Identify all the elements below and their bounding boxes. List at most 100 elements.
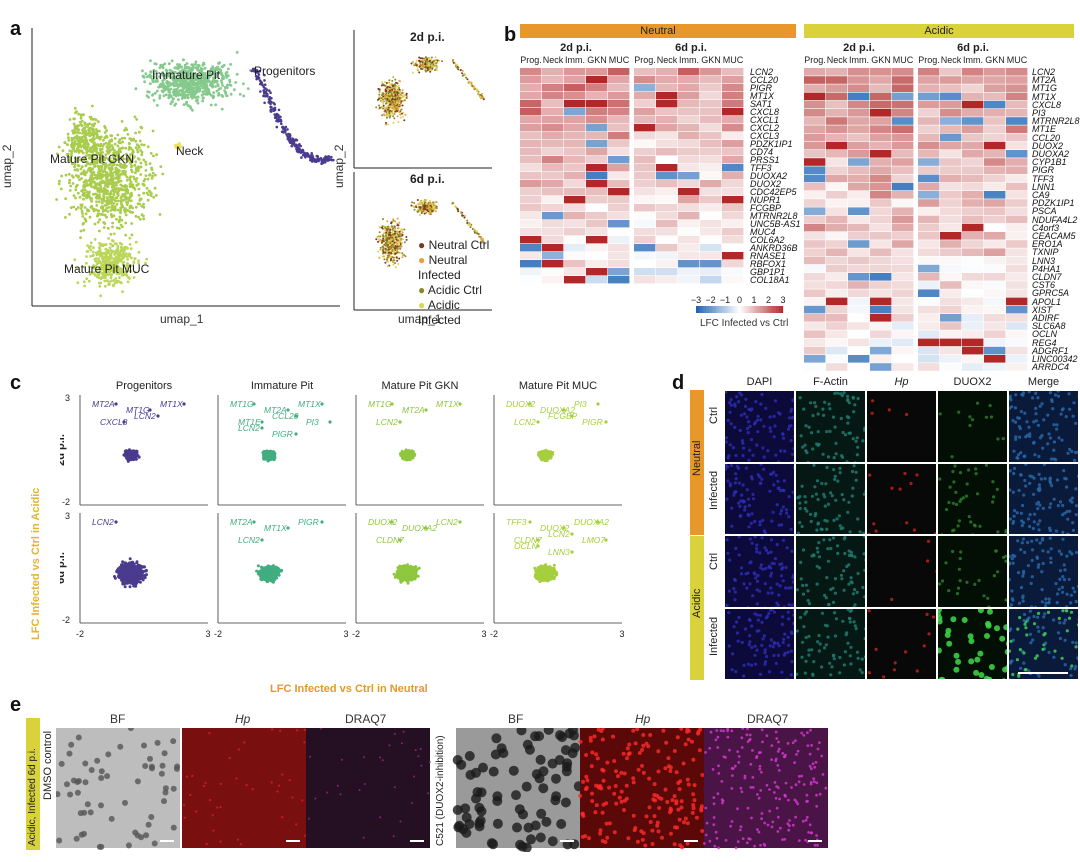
heatmap-cell <box>870 338 892 347</box>
heatmap-cell <box>826 182 848 191</box>
microscopy-column-headers: DAPI F-Actin Hp DUOX2 Merge <box>724 376 1080 390</box>
heatmap-cell <box>1006 199 1028 207</box>
umap-title-6d: 6d p.i. <box>410 172 445 186</box>
heatmap-cell <box>870 117 892 125</box>
heatmap-cell <box>542 108 564 116</box>
gene-label: ARRDC4 <box>1032 362 1070 373</box>
heatmap-cell <box>608 100 630 108</box>
heatmap-cell <box>634 244 656 252</box>
heatmap-cell <box>962 191 984 199</box>
heatmap-cell <box>722 148 744 156</box>
microscopy-grid <box>724 390 1080 680</box>
heatmap-cell <box>892 166 914 174</box>
heatmap-cell <box>984 166 1006 174</box>
neutral-side-label: Neutral <box>691 440 703 476</box>
heatmap-cell <box>940 338 962 347</box>
microscopy-image <box>937 390 1008 463</box>
scatter-highlight-point <box>528 520 532 524</box>
heatmap-cell <box>984 215 1006 224</box>
heatmap-cell <box>542 228 564 236</box>
heatmap-cell <box>1006 305 1028 314</box>
heatmap-cell <box>962 76 984 84</box>
gene-label: ADGRF1 <box>1032 345 1069 356</box>
heatmap-col-label: Neck <box>657 55 678 65</box>
heatmap-cell <box>870 68 892 76</box>
heatmap-cell <box>722 188 744 196</box>
heatmap-cell <box>870 125 892 133</box>
heatmap-cell <box>1006 100 1028 109</box>
scatter-point <box>273 575 277 579</box>
heatmap-cell <box>700 172 722 180</box>
scatter-gene-annotation: DUOX2 <box>506 399 536 409</box>
heatmap-cell <box>1006 191 1028 199</box>
heatmap-cell <box>520 236 542 244</box>
heatmap-cell <box>826 232 848 240</box>
heatmap-cell <box>656 100 678 108</box>
scatter-gene-annotation: CXCL8 <box>100 417 128 427</box>
heatmap-cell <box>520 140 542 148</box>
scatter-point <box>134 449 138 453</box>
heatmap-cell <box>848 182 870 191</box>
scatter-point <box>396 576 400 580</box>
heatmap-cell <box>918 248 940 256</box>
gene-label: MT1E <box>1032 124 1057 135</box>
heatmap-cell <box>962 133 984 142</box>
umap-small-ylabel: umap_2 <box>332 144 346 188</box>
heatmap-cell <box>586 252 608 260</box>
scatter-point <box>129 572 133 576</box>
heatmap-cell <box>870 248 892 256</box>
scatter-point <box>138 564 142 568</box>
scatter-point <box>413 577 417 581</box>
heatmap-cell <box>892 174 914 183</box>
scatter-gene-annotation: CLDN7 <box>514 535 542 545</box>
heatmap-cell <box>848 363 870 371</box>
row-label-neutral-ctrl: Ctrl <box>708 406 720 424</box>
scatter-point <box>132 567 135 571</box>
scatter-point <box>540 578 544 582</box>
heatmap-cell <box>608 76 630 84</box>
heatmap-cell <box>1006 207 1028 215</box>
heatmap-acidic: Prog. Neck Imm. GKN MUC Prog. Neck Imm. GKN MUC <box>804 55 1028 371</box>
gene-label: MT1G <box>1032 83 1058 94</box>
heatmap-cell <box>700 188 722 196</box>
heatmap-cell <box>678 156 700 164</box>
heatmap-cell <box>870 76 892 84</box>
heatmap-cell <box>848 314 870 322</box>
gene-label: PDZK1IP1 <box>1032 198 1075 209</box>
microscopy-image <box>1008 535 1079 608</box>
heatmap-cell <box>608 244 630 252</box>
scatter-point <box>269 451 273 454</box>
scatter-point <box>268 567 272 571</box>
heatmap-cell <box>586 228 608 236</box>
scatter-highlight-point <box>424 408 428 412</box>
heatmap-cell <box>700 156 722 164</box>
heatmap-cell <box>542 276 564 284</box>
heatmap-cell <box>892 191 914 199</box>
heatmap-cell <box>722 100 744 108</box>
scatter-gene-annotation: DUOX2 <box>540 523 570 533</box>
heatmap-cell <box>804 141 826 150</box>
heatmap-cell <box>1006 248 1028 256</box>
scatter-highlight-point <box>320 402 324 406</box>
heatmap-cell <box>918 133 940 142</box>
heatmap-cell <box>678 276 700 284</box>
heatmap-cell <box>678 116 700 124</box>
row-label-acidic-ctrl: Ctrl <box>708 552 720 570</box>
cluster-immature-pit: Immature Pit <box>152 68 221 82</box>
heatmap-cell <box>634 124 656 132</box>
scatter-point <box>123 449 127 453</box>
heatmap-cell <box>962 330 984 338</box>
microscopy-image <box>724 607 795 680</box>
heatmap-cell <box>804 256 826 265</box>
heatmap-cell <box>656 92 678 100</box>
scatter-col-title: Progenitors <box>116 380 173 392</box>
heatmap-cell <box>918 92 940 101</box>
heatmap-cell <box>520 116 542 124</box>
heatmap-cell <box>520 228 542 236</box>
scatter-gene-annotation: PIGR <box>298 517 319 527</box>
heatmap-cell <box>542 268 564 276</box>
heatmap-cell <box>700 220 722 228</box>
heatmap-cell <box>564 148 586 156</box>
scatter-point <box>118 573 122 577</box>
heatmap-cell <box>722 156 744 164</box>
